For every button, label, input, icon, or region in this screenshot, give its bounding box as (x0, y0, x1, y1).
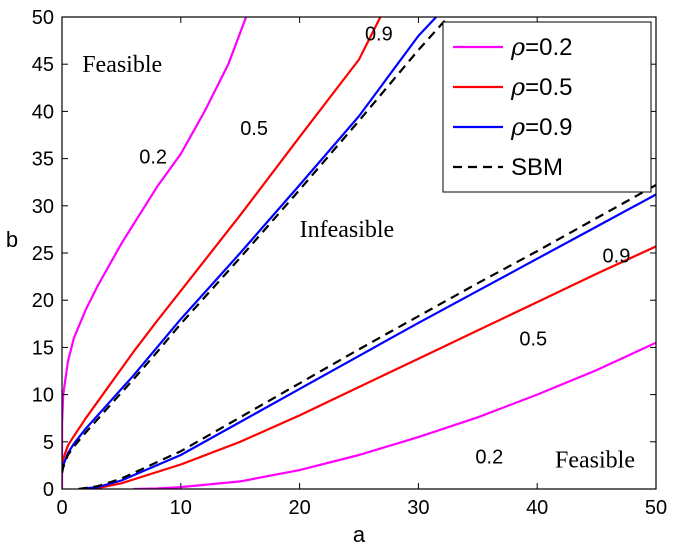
x-tick-label: 40 (526, 497, 548, 519)
series-line-4 (85, 245, 656, 489)
x-tick-label: 0 (56, 497, 67, 519)
y-tick-label: 15 (32, 337, 54, 359)
axis-ticks: 0 10 20 30 40 50 0 5 10 15 20 25 30 35 40 45 50 (32, 7, 667, 519)
legend-entry-3: ρ=0.9 (510, 113, 573, 141)
legend-text: SBM (511, 154, 563, 181)
curve-label-4: 0.9 (603, 245, 631, 267)
y-tick-label: 5 (43, 432, 54, 454)
annotations: 0.2 0.5 0.9 0.9 0.5 0.2 Feasible Infeasible Feas… (82, 24, 635, 474)
curve-label-3: 0.9 (365, 24, 393, 46)
series-line-8 (78, 184, 656, 489)
x-tick-label: 30 (407, 497, 429, 519)
curve-label-1: 0.2 (139, 146, 167, 168)
y-tick-label: 10 (32, 385, 54, 407)
y-tick-label: 25 (32, 243, 54, 265)
y-tick-label: 35 (32, 149, 54, 171)
legend-symbol: ρ (510, 33, 525, 61)
legend-text: =0.9 (525, 114, 572, 141)
legend-text: =0.5 (525, 74, 572, 101)
x-tick-label: 20 (288, 497, 310, 519)
series-line-2 (133, 341, 656, 489)
y-axis-label: b (6, 227, 18, 252)
region-label-7: Feasible (82, 52, 162, 78)
y-tick-label: 45 (32, 54, 54, 76)
series-line-6 (79, 193, 656, 489)
series-layer (62, 17, 656, 489)
curve-label-6: 0.2 (475, 447, 503, 469)
y-tick-label: 0 (43, 479, 54, 501)
x-tick-label: 10 (170, 497, 192, 519)
legend-text: =0.2 (525, 34, 572, 61)
legend-box (442, 21, 652, 193)
series-line-5 (62, 17, 438, 473)
region-label-9: Feasible (555, 447, 635, 473)
region-label-8: Infeasible (300, 217, 395, 243)
y-tick-label: 40 (32, 101, 54, 123)
legend-symbol: ρ (510, 73, 525, 101)
y-tick-label: 30 (32, 196, 54, 218)
y-tick-label: 20 (32, 290, 54, 312)
x-tick-label: 50 (645, 497, 667, 519)
legend-entry-2: ρ=0.5 (510, 73, 573, 101)
curve-label-2: 0.5 (240, 118, 268, 140)
series-line-3 (62, 17, 382, 466)
legend-entry-4: SBM (511, 154, 563, 181)
legend-symbol: ρ (510, 113, 525, 141)
curve-label-5: 0.5 (519, 329, 547, 351)
series-line-7 (62, 17, 449, 474)
y-tick-label: 50 (32, 7, 54, 29)
x-axis-label: a (353, 522, 366, 547)
series-line-1 (62, 17, 248, 489)
legend-entry-1: ρ=0.2 (510, 33, 573, 61)
